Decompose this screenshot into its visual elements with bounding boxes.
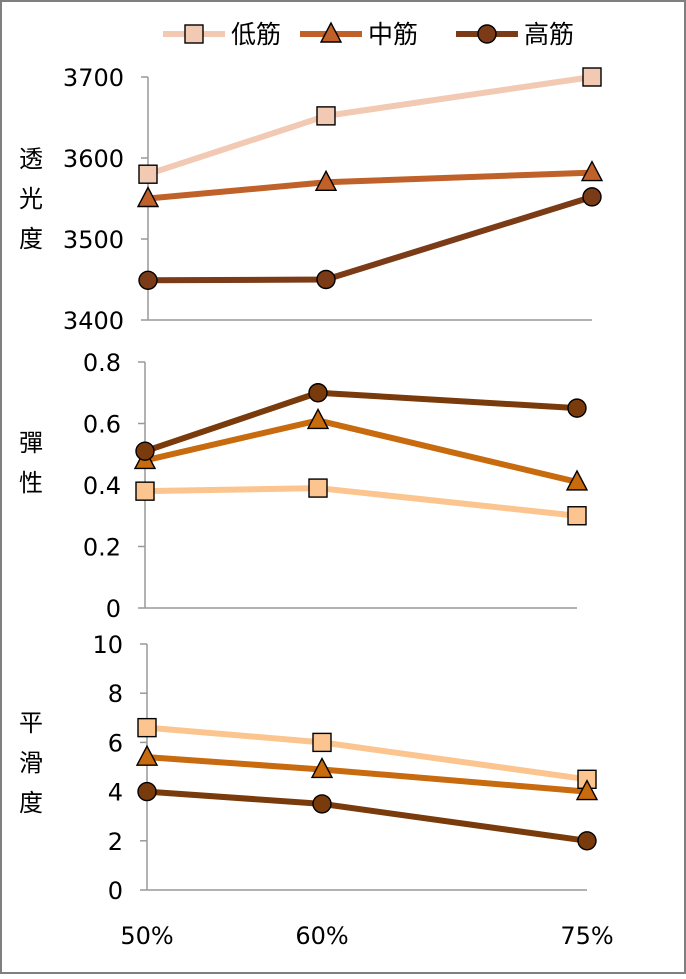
data-point-2-2	[306, 407, 330, 430]
y-tick-label: 3400	[63, 307, 124, 335]
y-tick-label: 0	[108, 877, 123, 905]
data-point-1-2	[312, 732, 332, 753]
y-axis-label-char: 平	[19, 709, 43, 737]
legend-marker-3	[477, 24, 497, 44]
y-tick-label: 0.6	[83, 411, 121, 439]
y-axis-label-char: 滑	[19, 749, 43, 777]
y-tick-label: 10	[92, 631, 123, 659]
data-point-2-1	[135, 744, 159, 766]
y-tick-label: 8	[108, 680, 123, 708]
y-tick-label: 2	[108, 828, 123, 856]
data-point-2-3	[580, 160, 604, 182]
data-point-1-1	[137, 717, 157, 738]
data-point-2-3	[575, 779, 599, 801]
y-axis-label-char: 度	[19, 225, 43, 253]
x-tick-label: 50%	[120, 922, 173, 950]
y-tick-label: 3600	[63, 145, 124, 173]
panel-1: 3400 3500 3600 3700 透光度	[19, 64, 604, 335]
x-tick-label: 60%	[295, 922, 348, 950]
legend-label-3: 高筋	[524, 20, 574, 49]
y-tick-label: 6	[108, 729, 123, 757]
data-point-1-1	[138, 164, 158, 184]
y-axis-label-char: 彈	[19, 429, 43, 457]
data-point-3-1	[137, 781, 157, 802]
y-axis-label-char: 性	[19, 469, 43, 497]
legend-label-2: 中筋	[368, 20, 418, 49]
chart-panels: 3400350036003700透光度00.20.40.60.8彈性024681…	[19, 64, 614, 950]
y-tick-label: 0	[106, 595, 121, 623]
data-point-3-3	[577, 831, 597, 851]
data-point-1-2	[308, 478, 328, 498]
data-point-2-2	[314, 169, 338, 192]
panel-2: 0 0.2 0.4 0.6 0.8 彈性	[19, 349, 589, 623]
y-tick-label: 0.2	[83, 534, 121, 562]
y-tick-label: 3500	[63, 226, 124, 254]
data-point-1-2	[316, 106, 336, 126]
legend: 低筋 中筋 高筋	[163, 20, 574, 49]
data-point-2-3	[565, 469, 589, 491]
panel-3: 0 2 4 6 8 10 平滑度 50% 60% 75%	[19, 631, 614, 950]
y-tick-label: 0.8	[83, 349, 121, 377]
data-point-3-2	[312, 794, 332, 814]
legend-label-1: 低筋	[231, 20, 281, 49]
legend-marker-1	[184, 24, 204, 44]
y-axis-label-char: 度	[19, 789, 43, 817]
y-axis-label-char: 透	[19, 145, 43, 173]
legend-marker-2	[319, 21, 343, 43]
data-point-3-2	[308, 383, 328, 403]
data-point-3-1	[138, 270, 158, 291]
data-point-3-3	[582, 187, 602, 207]
data-point-2-1	[136, 185, 160, 208]
data-point-2-2	[310, 756, 334, 779]
x-tick-label: 75%	[560, 922, 613, 950]
y-axis-label-char: 光	[19, 185, 43, 213]
data-point-3-3	[567, 398, 587, 418]
y-tick-label: 0.4	[83, 472, 121, 500]
data-point-1-3	[567, 506, 587, 526]
y-tick-label: 4	[108, 779, 123, 807]
data-point-3-2	[316, 269, 336, 290]
data-point-1-1	[135, 481, 155, 501]
data-point-3-1	[135, 441, 155, 461]
y-tick-label: 3700	[63, 64, 124, 92]
data-point-1-3	[582, 67, 602, 87]
